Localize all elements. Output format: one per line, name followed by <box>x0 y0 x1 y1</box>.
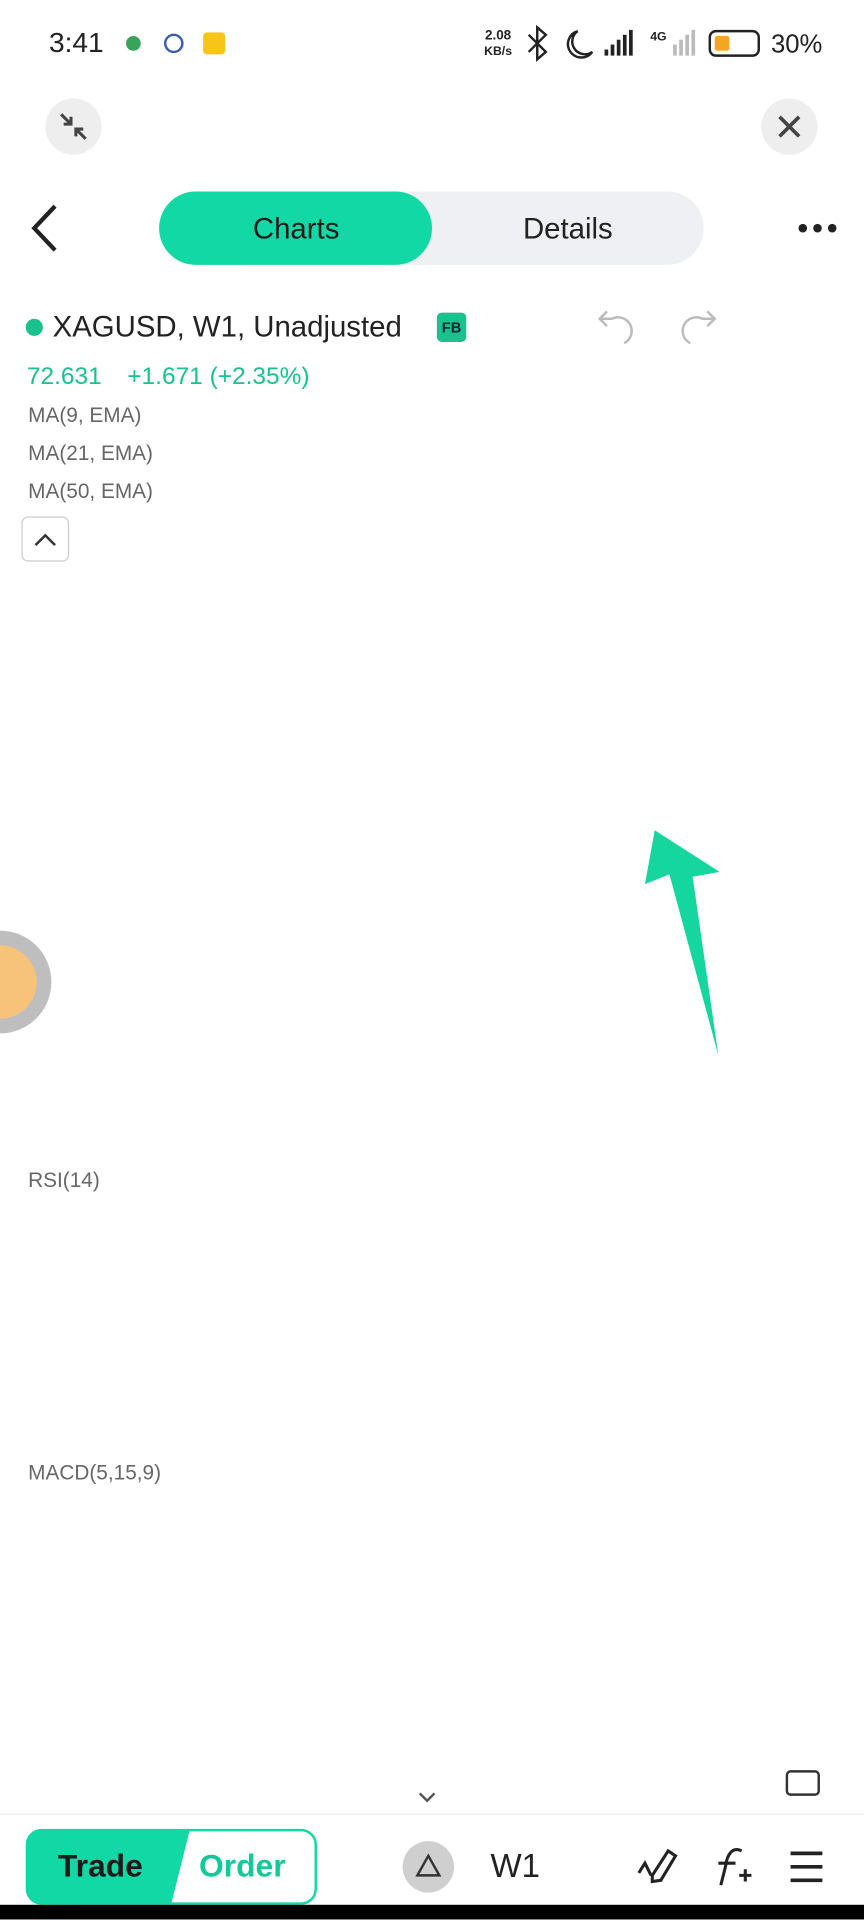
menu-button[interactable] <box>790 1851 823 1883</box>
redo-button[interactable] <box>681 310 717 345</box>
last-price: 72.631 <box>27 363 102 390</box>
net-speed-unit: KB/s <box>484 44 512 58</box>
tab[interactable]: Charts <box>253 212 339 245</box>
moon-icon <box>566 29 594 59</box>
more-button[interactable] <box>798 223 837 233</box>
trade-button[interactable]: Trade <box>58 1847 143 1883</box>
indicator-label: MA(9, EMA) <box>28 404 141 427</box>
signal-icon-2 <box>673 29 696 56</box>
floating-widget[interactable] <box>0 930 52 1034</box>
clock: 3:41 <box>49 27 104 58</box>
chart-title: XAGUSD, W1, Unadjusted <box>53 310 402 343</box>
indicator-label: MACD(5,15,9) <box>28 1461 161 1484</box>
close-icon <box>778 115 801 138</box>
annotation-arrow <box>644 830 720 1056</box>
undo-button[interactable] <box>597 310 633 345</box>
net-speed: 2.08 <box>485 28 512 43</box>
chart-type-icon <box>415 1853 442 1877</box>
battery-percent: 30% <box>771 31 822 59</box>
draw-button[interactable] <box>637 1848 678 1884</box>
indicator-label: MA(50, EMA) <box>28 480 153 503</box>
interval-button[interactable]: W1 <box>490 1848 540 1885</box>
bluetooth-icon <box>527 24 548 62</box>
badge-text: FB <box>442 320 462 336</box>
tab-active[interactable] <box>159 191 432 265</box>
status-icon <box>163 33 184 54</box>
status-dot <box>25 318 43 336</box>
status-icon <box>126 36 141 51</box>
badge <box>436 312 467 342</box>
tab[interactable]: Details <box>523 212 613 245</box>
chart-type-button[interactable] <box>402 1841 455 1893</box>
battery-level <box>714 36 730 51</box>
network-type: 4G <box>650 29 666 43</box>
scroll-hint <box>345 1771 519 1813</box>
battery-icon <box>708 29 760 57</box>
trade-active[interactable] <box>26 1830 190 1904</box>
signal-icon <box>604 29 633 56</box>
nav-bar <box>0 1904 864 1920</box>
back-button[interactable] <box>31 204 57 252</box>
status-icon <box>203 32 226 55</box>
indicator-label: MA(21, EMA) <box>28 442 153 465</box>
order-button[interactable]: Order <box>199 1847 286 1883</box>
status-bar: 3:41 2.08 KB/s 4G 30% <box>49 24 822 62</box>
scroll-hint-icon <box>418 1792 436 1803</box>
minimize-button[interactable] <box>45 98 102 155</box>
indicator-label: RSI(14) <box>28 1169 100 1192</box>
collapse-icon <box>34 533 56 546</box>
fullscreen-button[interactable] <box>785 1770 820 1796</box>
indicator-button[interactable] <box>718 1848 752 1886</box>
collapse-button[interactable] <box>21 516 70 562</box>
minimize-icon <box>60 113 87 140</box>
price-change: +1.671 (+2.35%) <box>127 363 309 390</box>
